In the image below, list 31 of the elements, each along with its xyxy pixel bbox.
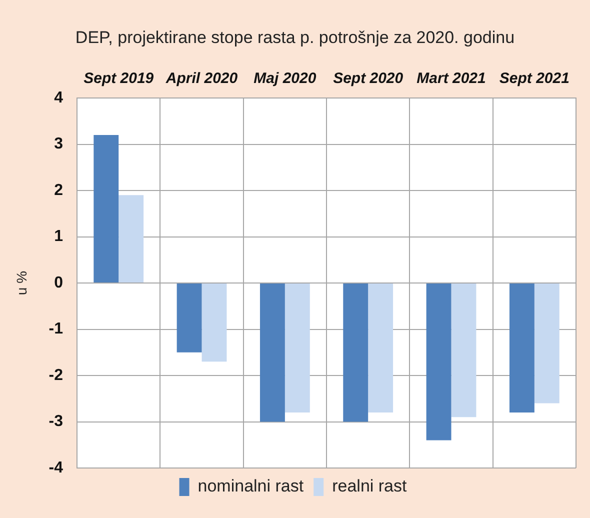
bar [118, 195, 144, 282]
bar [202, 284, 227, 362]
legend-label: nominalni rast [198, 476, 304, 496]
y-tick-label: -2 [48, 366, 64, 384]
y-tick-label: -1 [48, 320, 64, 338]
bar [343, 284, 368, 422]
chart-title: DEP, projektirane stope rasta p. potrošnje za 2020. godinu [74, 28, 516, 48]
legend-label: realni rast [332, 476, 408, 496]
y-tick-label: 2 [54, 182, 64, 199]
bar [176, 284, 202, 352]
bar [94, 135, 119, 282]
bar [284, 284, 310, 412]
bar [509, 284, 534, 412]
bar [426, 284, 452, 440]
y-axis-title: u % [13, 270, 30, 296]
x-tick-label: Maj 2020 [254, 70, 317, 88]
x-tick-label: Mart 2021 [416, 70, 486, 88]
x-tick-label: Sept 2019 [84, 70, 154, 88]
y-tick-label: -3 [48, 413, 64, 430]
bar [534, 284, 560, 404]
bar [368, 284, 394, 412]
bar [260, 284, 285, 422]
bar [451, 284, 476, 418]
x-tick-label: April 2020 [164, 70, 238, 88]
y-tick-label: -4 [48, 459, 64, 476]
y-tick-label: 3 [54, 136, 64, 153]
y-tick-label: 1 [54, 228, 64, 246]
x-tick-label: Sept 2020 [333, 70, 404, 88]
y-tick-label: 4 [54, 89, 64, 106]
y-tick-label: 0 [54, 274, 64, 292]
x-tick-label: Sept 2021 [499, 70, 570, 88]
